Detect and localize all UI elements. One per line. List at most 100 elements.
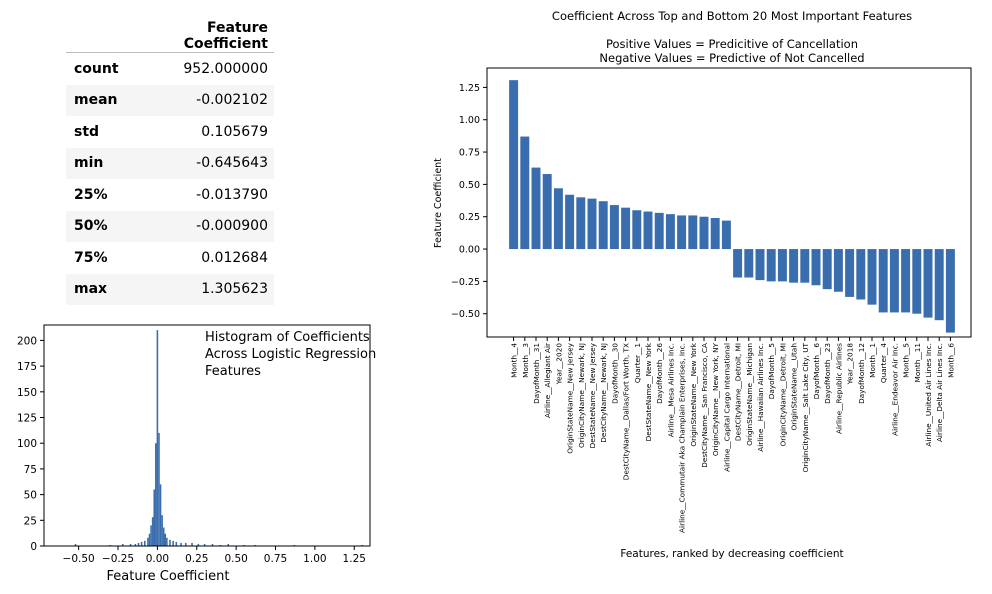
histogram-bar xyxy=(144,540,146,546)
table-row: count 952.000000 xyxy=(66,53,274,85)
bar-chart-y-tick-label: 1.25 xyxy=(459,83,480,94)
feature-bar xyxy=(912,249,922,314)
feature-bar xyxy=(598,201,608,250)
feature-bar xyxy=(811,249,821,286)
bar-chart-subtitle-line-2: Negative Values = Predictive of Not Canc… xyxy=(599,51,864,65)
feature-bar xyxy=(665,214,675,250)
feature-bar xyxy=(688,215,698,250)
feature-bar xyxy=(699,216,709,250)
row-label: std xyxy=(74,123,100,140)
table-row: 25% -0.013790 xyxy=(66,179,274,211)
feature-bar xyxy=(531,167,541,250)
histogram-frame xyxy=(43,324,371,547)
histogram-bar xyxy=(74,543,77,546)
bar-chart-x-tick-label: Quarter__1 xyxy=(633,343,642,383)
bar-chart-x-tick-label: DayofMonth__31 xyxy=(532,343,541,404)
feature-bar xyxy=(609,205,619,250)
bar-chart-x-tick-label: Month__5 xyxy=(902,343,911,378)
bar-chart-x-tick-label: DayofMonth__12 xyxy=(857,343,866,404)
feature-bar xyxy=(643,211,653,250)
bar-chart-x-tick-label: Airline__Capital Cargo International xyxy=(722,343,731,472)
row-value: -0.000900 xyxy=(124,210,274,242)
feature-bar xyxy=(789,249,799,283)
bar-chart-y-tick-label: 0.75 xyxy=(459,148,480,159)
bar-chart-x-tick-label: Airline__Mesa Airlines Inc. xyxy=(666,343,675,437)
histogram-y-tick-label: 25 xyxy=(24,515,37,527)
histogram-bar xyxy=(153,489,156,546)
histogram-chart: −0.50 −0.25 0.00 0.25 0.50 0.75 1.00 1.25 0 25 50… xyxy=(17,324,376,584)
bar-chart-y-tick-label: 0.25 xyxy=(459,212,480,223)
row-value: -0.002102 xyxy=(124,84,274,116)
histogram-x-tick-label: 0.50 xyxy=(224,553,247,565)
row-label: 25% xyxy=(74,186,108,203)
row-value: -0.013790 xyxy=(196,186,268,203)
bar-chart-x-axis-label: Features, ranked by decreasing coefficie… xyxy=(620,548,843,560)
bar-chart-x-tick-label: Year__2020 xyxy=(554,343,563,386)
row-label: min xyxy=(66,147,125,179)
histogram-y-tick-label: 100 xyxy=(17,438,37,450)
feature-bar xyxy=(632,210,642,250)
feature-bar xyxy=(945,249,955,333)
histogram-x-axis-label: Feature Coefficient xyxy=(107,569,230,584)
histogram-bar xyxy=(151,517,154,546)
feature-bar xyxy=(800,249,810,283)
bar-chart-title: Coefficient Across Top and Bottom 20 Mos… xyxy=(552,9,912,23)
bar-chart-x-tick-label: Airline__Hawaiian Airlines Inc. xyxy=(756,343,765,452)
bar-chart-x-tick-label: DestStateName__New Jersey xyxy=(588,342,597,448)
bar-chart-y-ticks: −0.50 −0.25 0.00 0.25 0.50 0.75 1.00 1.25 xyxy=(451,83,487,320)
feature-bar xyxy=(744,249,754,278)
bar-chart-x-tick-label: OriginStateName__Michigan xyxy=(745,343,754,446)
histogram-bar xyxy=(361,544,363,546)
bar-chart-y-tick-label: −0.25 xyxy=(451,277,480,288)
feature-bar xyxy=(934,249,944,321)
histogram-bar xyxy=(137,542,140,546)
feature-bar xyxy=(822,249,832,290)
histogram-y-tick-label: 125 xyxy=(17,413,37,425)
histogram-y-tick-label: 0 xyxy=(30,541,37,553)
histogram-bar xyxy=(158,432,160,546)
histogram-title-line-2: Across Logistic Regression xyxy=(205,347,376,362)
bar-chart-x-tick-label: DestCityName__San Francisco, CA xyxy=(700,343,709,468)
row-label: count xyxy=(74,60,119,77)
feature-bar xyxy=(542,174,552,250)
feature-bar xyxy=(721,220,731,250)
bar-chart-x-tick-label: Year__2018 xyxy=(846,343,855,386)
bar-chart-frame xyxy=(486,67,972,338)
histogram-bar xyxy=(121,543,124,546)
feature-bar xyxy=(923,249,933,318)
histogram-bar xyxy=(172,540,174,546)
bar-chart-x-tick-label: DayofMonth__26 xyxy=(655,343,664,404)
bar-chart-x-tick-label: DayofMonth__23 xyxy=(823,343,832,404)
histogram-x-tick-label: 0.00 xyxy=(146,553,169,565)
feature-bar xyxy=(777,249,787,282)
bar-chart-x-tick-label: OriginStateName__New York xyxy=(689,342,698,446)
histogram-title-line-1: Histogram of Coefficients xyxy=(205,330,370,345)
bar-chart-x-tick-label: DestStateName__New York xyxy=(644,342,653,441)
histogram-x-ticks: −0.50 −0.25 0.00 0.25 0.50 0.75 1.00 1.25 xyxy=(63,546,366,565)
row-value: 1.305623 xyxy=(124,273,274,305)
histogram-x-tick-label: 0.25 xyxy=(185,553,208,565)
histogram-bar xyxy=(197,543,200,546)
feature-bar xyxy=(509,80,519,250)
row-label: 75% xyxy=(74,249,108,266)
bar-chart-y-tick-label: 1.00 xyxy=(459,115,480,126)
table-row: std 0.105679 xyxy=(66,116,274,148)
bar-chart-x-tick-label: Quarter__4 xyxy=(879,343,888,383)
bar-chart-y-tick-label: 0.00 xyxy=(459,245,480,256)
histogram-bar xyxy=(191,542,193,546)
feature-bar xyxy=(889,249,899,313)
bar-chart-x-tick-label: Month__6 xyxy=(946,343,955,378)
bar-chart-x-tick-label: Airline__Republic Airlines xyxy=(834,343,843,434)
histogram-bar xyxy=(164,533,167,546)
bar-chart-x-tick-label: Month__11 xyxy=(913,343,922,382)
histogram-bar xyxy=(147,537,149,546)
histogram-bar xyxy=(180,542,182,546)
histogram-bar xyxy=(148,533,151,546)
bar-chart-x-tick-label: DayofMonth__5 xyxy=(767,343,776,399)
table-row: min -0.645643 xyxy=(66,147,274,179)
bar-chart-x-tick-label: OriginStateName__New Jersey xyxy=(566,342,575,453)
histogram-bar xyxy=(134,543,137,546)
histogram-bar xyxy=(166,537,168,546)
feature-bar xyxy=(766,249,776,282)
bar-chart-x-tick-label: DestCityName__Newark, NJ xyxy=(599,343,608,443)
